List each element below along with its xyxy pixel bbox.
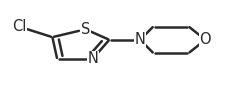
Text: N: N — [135, 32, 146, 47]
Text: N: N — [87, 51, 98, 66]
Text: Cl: Cl — [12, 19, 26, 34]
Text: S: S — [81, 22, 90, 37]
Text: O: O — [200, 32, 211, 47]
